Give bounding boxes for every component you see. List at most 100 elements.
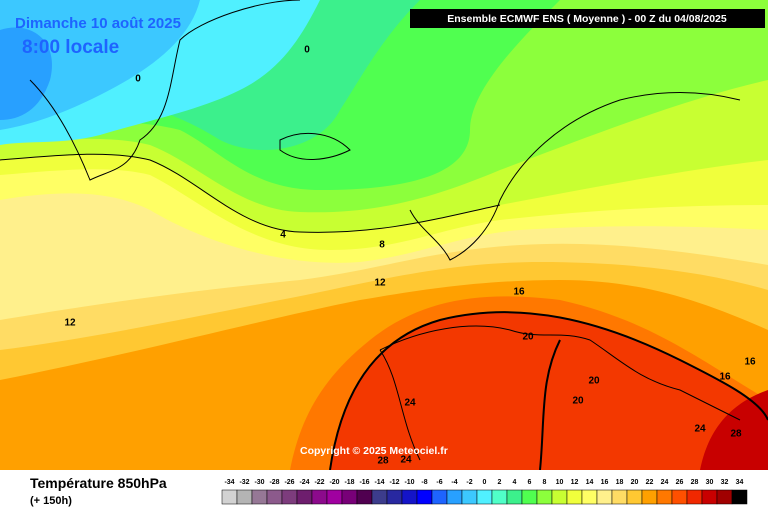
coastline <box>29 0 301 181</box>
scale-swatch <box>626 489 643 505</box>
band <box>0 0 200 130</box>
scale-swatch <box>521 489 538 505</box>
scale-swatch <box>701 489 718 505</box>
scale-swatch <box>536 489 553 505</box>
coastline <box>409 92 741 261</box>
scale-swatch <box>431 489 448 505</box>
scale-label: 30 <box>706 479 714 486</box>
band <box>0 27 52 120</box>
contour-label: 0 <box>135 74 141 85</box>
contour-label: 20 <box>522 332 534 343</box>
scale-swatch <box>386 489 403 505</box>
contour-label: 20 <box>588 376 600 387</box>
scale-label: 34 <box>736 479 744 486</box>
scale-label: 6 <box>528 479 532 486</box>
scale-swatch <box>266 489 283 505</box>
contour-label: 8 <box>379 240 385 251</box>
scale-swatch <box>596 489 613 505</box>
scale-label: -22 <box>314 479 324 486</box>
scale-swatch <box>281 489 298 505</box>
scale-label: -18 <box>344 479 354 486</box>
coastline <box>279 132 351 160</box>
band <box>700 390 768 470</box>
scale-swatch <box>341 489 358 505</box>
scale-swatch <box>371 489 388 505</box>
scale-label: 26 <box>676 479 684 486</box>
scale-label: 16 <box>601 479 609 486</box>
field-name: Température 850hPa <box>30 475 167 491</box>
scale-swatch <box>251 489 268 505</box>
scale-label: 12 <box>571 479 579 486</box>
scale-label: 0 <box>483 479 487 486</box>
scale-label: -14 <box>374 479 384 486</box>
contours <box>0 153 768 471</box>
lead-time: (+ 150h) <box>30 495 72 507</box>
scale-label: 2 <box>498 479 502 486</box>
date: Dimanche 10 août 2025 <box>15 15 181 32</box>
scale-swatch <box>326 489 343 505</box>
scale-label: -32 <box>239 479 249 486</box>
scale-swatch <box>686 489 703 505</box>
scale-label: 10 <box>556 479 564 486</box>
scale-swatch <box>461 489 478 505</box>
scale-label: 28 <box>691 479 699 486</box>
coastlines <box>29 0 741 461</box>
scale-label: 20 <box>631 479 639 486</box>
header-box <box>410 9 765 28</box>
scale-swatch <box>416 489 433 505</box>
scale-label: -4 <box>451 479 457 486</box>
scale-swatch <box>221 489 238 505</box>
scale-swatch <box>611 489 628 505</box>
contour <box>329 311 768 471</box>
contour <box>539 339 561 471</box>
scale-label: -8 <box>421 479 427 486</box>
scale-label: -24 <box>299 479 309 486</box>
scale-label: 32 <box>721 479 729 486</box>
scale-swatch <box>446 489 463 505</box>
contour-label: 4 <box>280 230 286 241</box>
scale-swatch <box>581 489 598 505</box>
scale-swatch <box>401 489 418 505</box>
scale-label: -20 <box>329 479 339 486</box>
scale-label: 24 <box>661 479 669 486</box>
temperature-field <box>0 0 768 470</box>
scale-label: -26 <box>284 479 294 486</box>
band <box>330 312 768 470</box>
copyright: Copyright © 2025 Meteociel.fr <box>300 445 448 457</box>
contour <box>0 153 501 233</box>
scale-label: -34 <box>224 479 234 486</box>
scale-swatch <box>641 489 658 505</box>
contour-label: 16 <box>719 372 731 383</box>
contour-label: 12 <box>374 278 386 289</box>
scale-swatch <box>656 489 673 505</box>
scale-label: -6 <box>436 479 442 486</box>
contour-label: 24 <box>694 424 706 435</box>
scale-swatch <box>731 489 748 505</box>
scale-label: -28 <box>269 479 279 486</box>
scale-label: -2 <box>466 479 472 486</box>
scale-label: -30 <box>254 479 264 486</box>
contour-label: 0 <box>304 45 310 56</box>
scale-label: 18 <box>616 479 624 486</box>
scale-swatch <box>716 489 733 505</box>
contour-label: 20 <box>572 396 584 407</box>
scale-swatch <box>491 489 508 505</box>
contour-label: 28 <box>377 456 389 467</box>
contour-label: 16 <box>744 357 756 368</box>
scale-label: 22 <box>646 479 654 486</box>
contour-label: 12 <box>64 318 76 329</box>
time: 8:00 locale <box>22 37 119 58</box>
color-scale: -34 -32 -30 -28 -26 -24 -22 -20 -18 -16 -14 -12 -10-… <box>221 479 748 505</box>
scale-swatch <box>236 489 253 505</box>
scale-swatch <box>476 489 493 505</box>
scale-swatch <box>551 489 568 505</box>
coastline <box>379 349 421 461</box>
scale-label: -12 <box>389 479 399 486</box>
contour-label: 24 <box>404 398 416 409</box>
scale-label: -10 <box>404 479 414 486</box>
scale-label: -16 <box>359 479 369 486</box>
contour-label: 16 <box>513 287 525 298</box>
scale-swatch <box>296 489 313 505</box>
header: Ensemble ECMWF ENS ( Moyenne ) - 00 Z du… <box>447 13 727 25</box>
